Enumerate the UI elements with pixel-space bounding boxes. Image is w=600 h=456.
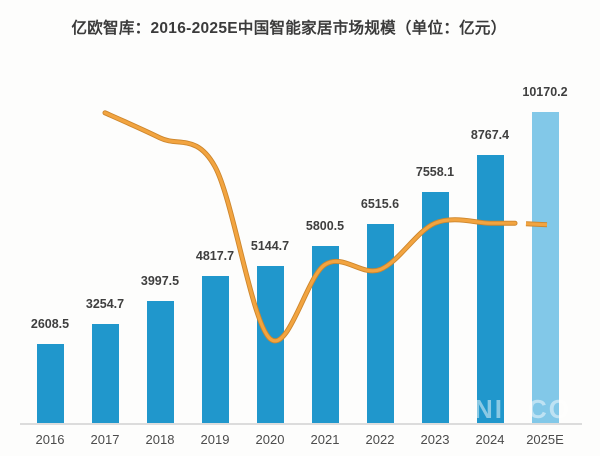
bar-value-label-2016: 2608.5 bbox=[30, 316, 70, 331]
bar-2022 bbox=[366, 224, 394, 424]
x-axis-label-2020: 2020 bbox=[255, 432, 285, 447]
bar-2017 bbox=[91, 324, 119, 424]
x-axis-label-2024: 2024 bbox=[475, 432, 505, 447]
bar-value-label-2025E: 10170.2 bbox=[522, 85, 568, 99]
x-axis-label-2017: 2017 bbox=[90, 432, 120, 447]
chart-title: 亿欧智库：2016-2025E中国智能家居市场规模（单位：亿元） bbox=[71, 20, 507, 37]
bar-value-label-2022: 6515.6 bbox=[360, 197, 400, 212]
bar-2018 bbox=[146, 301, 174, 424]
x-axis-label-2016: 2016 bbox=[35, 432, 65, 447]
x-axis-label-2025E: 2025E bbox=[526, 432, 564, 447]
x-axis-baseline bbox=[20, 423, 582, 425]
x-axis-label-2022: 2022 bbox=[365, 432, 395, 447]
bar-2024 bbox=[476, 155, 504, 424]
bar-value-label-2021: 5800.5 bbox=[305, 219, 345, 234]
bar-2019 bbox=[201, 276, 229, 424]
bar-2023 bbox=[421, 192, 449, 424]
bar-value-label-2024: 8767.4 bbox=[470, 128, 510, 143]
bar-2016 bbox=[36, 343, 64, 424]
x-axis-label-2018: 2018 bbox=[145, 432, 175, 447]
bar-2020 bbox=[256, 266, 284, 424]
x-axis-label-2023: 2023 bbox=[420, 432, 450, 447]
bar-value-label-2018: 3997.5 bbox=[140, 274, 180, 289]
bar-value-label-2020: 5144.7 bbox=[250, 239, 290, 254]
bar-value-label-2017: 3254.7 bbox=[85, 297, 125, 312]
x-axis-label-2019: 2019 bbox=[200, 432, 230, 447]
bar-value-label-2023: 7558.1 bbox=[415, 165, 455, 180]
x-axis-label-2021: 2021 bbox=[310, 432, 340, 447]
bar-2021 bbox=[311, 246, 339, 424]
bar-2025E bbox=[531, 112, 559, 424]
